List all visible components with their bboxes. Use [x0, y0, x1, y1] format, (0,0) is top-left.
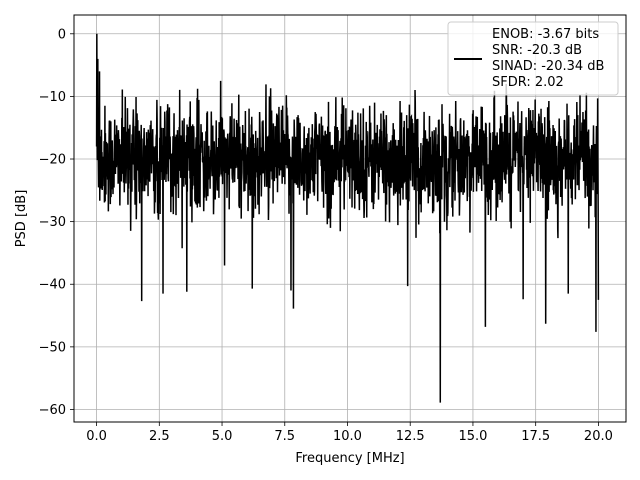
y-tick-label: −20 — [39, 153, 66, 168]
y-tick-label: −60 — [39, 403, 66, 418]
legend: ENOB: -3.67 bits SNR: -20.3 dB SINAD: -2… — [447, 21, 619, 96]
y-tick-label: −50 — [39, 340, 66, 355]
series-layer — [95, 33, 600, 403]
axes-frame — [73, 14, 627, 423]
x-tick-label: 20.0 — [584, 429, 613, 444]
x-tick-label: 10.0 — [333, 429, 362, 444]
x-tick-label: 12.5 — [396, 429, 425, 444]
legend-sfdr: SFDR: 2.02 — [492, 75, 564, 90]
y-tick-label: 0 — [58, 27, 66, 42]
x-tick-label: 2.5 — [149, 429, 170, 444]
psd-series-line — [95, 33, 600, 403]
x-tick-label: 5.0 — [212, 429, 233, 444]
legend-sinad: SINAD: -20.34 dB — [492, 59, 604, 74]
y-tick-label: −40 — [39, 278, 66, 293]
legend-snr: SNR: -20.3 dB — [492, 43, 582, 58]
x-tick-label: 17.5 — [521, 429, 550, 444]
tick-layer: 0.0 2.5 5.0 7.5 10.0 12.5 15.0 17.5 20.0 0 −10 −20 −… — [39, 27, 613, 444]
x-tick-label: 0.0 — [86, 429, 107, 444]
legend-box — [447, 21, 619, 96]
x-tick-label: 15.0 — [458, 429, 487, 444]
x-axis-label: Frequency [MHz] — [295, 451, 404, 466]
y-tick-label: −10 — [39, 90, 66, 105]
legend-enob: ENOB: -3.67 bits — [492, 27, 599, 42]
y-axis-label: PSD [dB] — [14, 190, 29, 248]
x-tick-label: 7.5 — [274, 429, 295, 444]
y-tick-label: −30 — [39, 215, 66, 230]
